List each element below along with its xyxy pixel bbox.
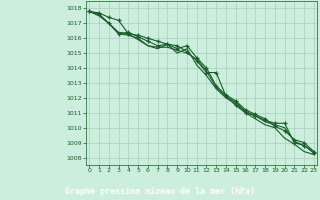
Text: Graphe pression niveau de la mer (hPa): Graphe pression niveau de la mer (hPa) xyxy=(65,187,255,196)
